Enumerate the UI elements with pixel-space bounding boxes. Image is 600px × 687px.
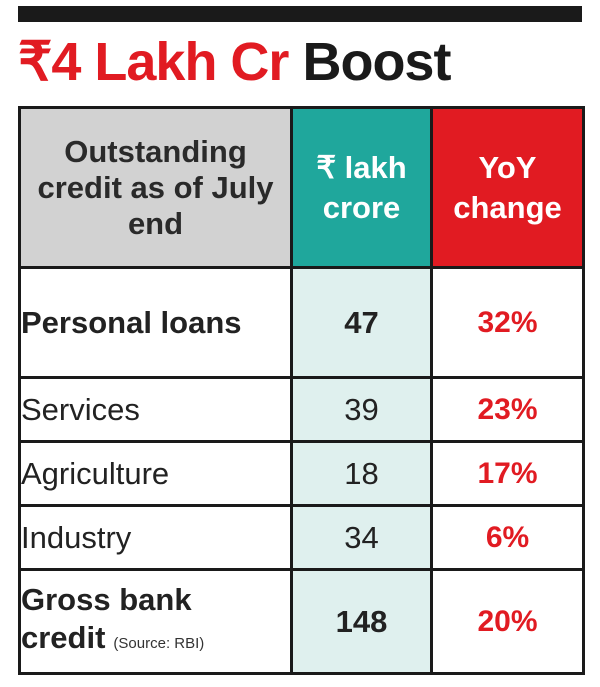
title-highlight: ₹4 Lakh Cr: [18, 32, 289, 92]
row-value: 39: [290, 376, 433, 443]
credit-table: Outstanding credit as of July end ₹ lakh…: [18, 106, 585, 675]
row-value: 34: [290, 504, 433, 571]
total-label-line2: credit: [21, 619, 106, 655]
row-label: Personal loans: [18, 266, 293, 379]
row-label: Industry: [18, 504, 293, 571]
total-row: Gross bank credit (Source: RBI) 148 20%: [18, 568, 585, 675]
row-label: Services: [18, 376, 293, 443]
header-row: Outstanding credit as of July end ₹ lakh…: [18, 106, 585, 269]
total-label-line1: Gross bank: [21, 581, 192, 617]
row-change: 32%: [430, 266, 585, 379]
chart-title: ₹4 Lakh Cr Boost: [18, 26, 588, 98]
row-value: 18: [290, 440, 433, 507]
row-value: 47: [290, 266, 433, 379]
total-change: 20%: [430, 568, 585, 675]
title-rest: Boost: [302, 32, 451, 92]
column-header-change: YoY change: [430, 106, 585, 269]
source-note: (Source: RBI): [113, 634, 205, 652]
row-label: Agriculture: [18, 440, 293, 507]
table-row: Services 39 23%: [18, 376, 585, 443]
table-row: Industry 34 6%: [18, 504, 585, 571]
top-rule: [18, 6, 582, 22]
column-header-value: ₹ lakh crore: [290, 106, 433, 269]
row-change: 23%: [430, 376, 585, 443]
column-header-category: Outstanding credit as of July end: [18, 106, 293, 269]
total-value: 148: [290, 568, 433, 675]
table-row: Personal loans 47 32%: [18, 266, 585, 379]
row-change: 17%: [430, 440, 585, 507]
row-change: 6%: [430, 504, 585, 571]
total-label: Gross bank credit (Source: RBI): [18, 568, 293, 675]
table-row: Agriculture 18 17%: [18, 440, 585, 507]
